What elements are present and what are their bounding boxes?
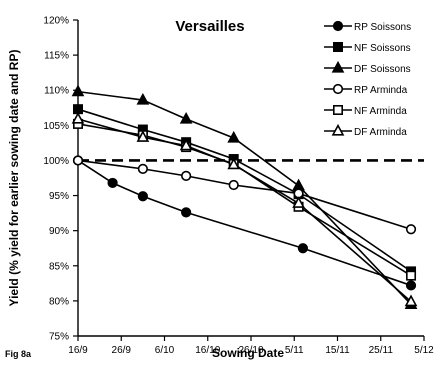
data-point-rp-arminda <box>228 179 239 191</box>
y-tick-label: 95% <box>49 191 69 202</box>
x-tick-label: 25/11 <box>369 345 394 356</box>
data-point-rp-soissons <box>137 191 148 202</box>
y-tick-label: 80% <box>49 296 69 307</box>
data-point-rp-arminda <box>181 170 192 181</box>
x-tick-label: 16/10 <box>195 345 220 356</box>
legend-marker <box>332 20 344 32</box>
x-tick-label: 26/10 <box>238 345 263 356</box>
data-point-rp-arminda <box>137 163 148 174</box>
series-line-rp-soissons <box>77 159 412 287</box>
y-tick-label: 105% <box>43 121 69 132</box>
data-point-df-arminda <box>136 130 150 142</box>
legend-label: DF Soissons <box>354 64 411 75</box>
y-tick-label: 115% <box>44 51 69 62</box>
legend-marker <box>332 83 344 95</box>
legend-label: RP Arminda <box>354 85 408 96</box>
series-line-df-arminda <box>77 118 412 303</box>
data-point-df-soissons <box>292 178 305 191</box>
data-point-df-soissons <box>227 130 241 143</box>
data-point-df-arminda <box>292 196 305 208</box>
x-tick-label: 5/12 <box>414 345 434 356</box>
y-axis-label: Yield (% yield for earlier sowing date a… <box>7 50 21 307</box>
legend-label: DF Arminda <box>354 127 407 138</box>
y-tick-label: 75% <box>49 332 69 343</box>
legend: RP Soissons NF Soissons DF Soissons RP Armi… <box>324 20 411 138</box>
legend-marker <box>332 41 343 52</box>
data-point-df-arminda <box>179 138 193 151</box>
data-point-rp-soissons <box>297 243 309 254</box>
legend-label: RP Soissons <box>354 22 411 33</box>
x-tick-label: 5/11 <box>285 345 304 356</box>
data-point-df-soissons <box>136 92 150 105</box>
y-tick-label: 90% <box>49 226 69 237</box>
y-tick-label: 85% <box>49 261 69 272</box>
data-point-nf-arminda <box>406 270 417 281</box>
y-tick-label: 120% <box>43 16 69 27</box>
x-axis-label: Sowing Date <box>212 346 284 360</box>
figure-label: Fig 8a <box>5 349 32 359</box>
series-line-nf-soissons <box>77 108 412 273</box>
plot-area: 75% 80% 85% 90% 95% 100% 105% 110% 115% 120% 16/9 2… <box>43 16 434 357</box>
data-point-df-soissons <box>71 84 85 97</box>
x-tick-label: 15/11 <box>325 345 350 356</box>
data-point-df-arminda <box>404 294 418 307</box>
x-tick-label: 16/9 <box>68 345 88 356</box>
legend-marker <box>331 60 345 73</box>
data-point-rp-arminda <box>72 155 84 166</box>
x-tick-label: 6/10 <box>155 345 175 356</box>
series-line-df-soissons <box>77 90 412 305</box>
legend-label: NF Soissons <box>354 43 411 54</box>
data-point-rp-arminda <box>405 224 417 235</box>
chart-title: Versailles <box>175 18 244 35</box>
y-tick-label: 100% <box>43 156 69 167</box>
legend-label: NF Arminda <box>354 106 407 117</box>
data-point-df-arminda <box>227 157 241 170</box>
y-tick-label: 110% <box>44 86 69 97</box>
data-point-rp-soissons <box>181 207 192 218</box>
data-point-df-arminda <box>71 111 85 124</box>
series-line-rp-arminda <box>77 159 412 231</box>
x-tick-label: 26/9 <box>112 345 132 356</box>
legend-marker <box>331 123 345 136</box>
data-point-rp-soissons <box>107 177 118 189</box>
data-point-rp-soissons <box>405 280 417 291</box>
data-point-df-soissons <box>179 111 193 124</box>
legend-marker <box>332 105 343 116</box>
